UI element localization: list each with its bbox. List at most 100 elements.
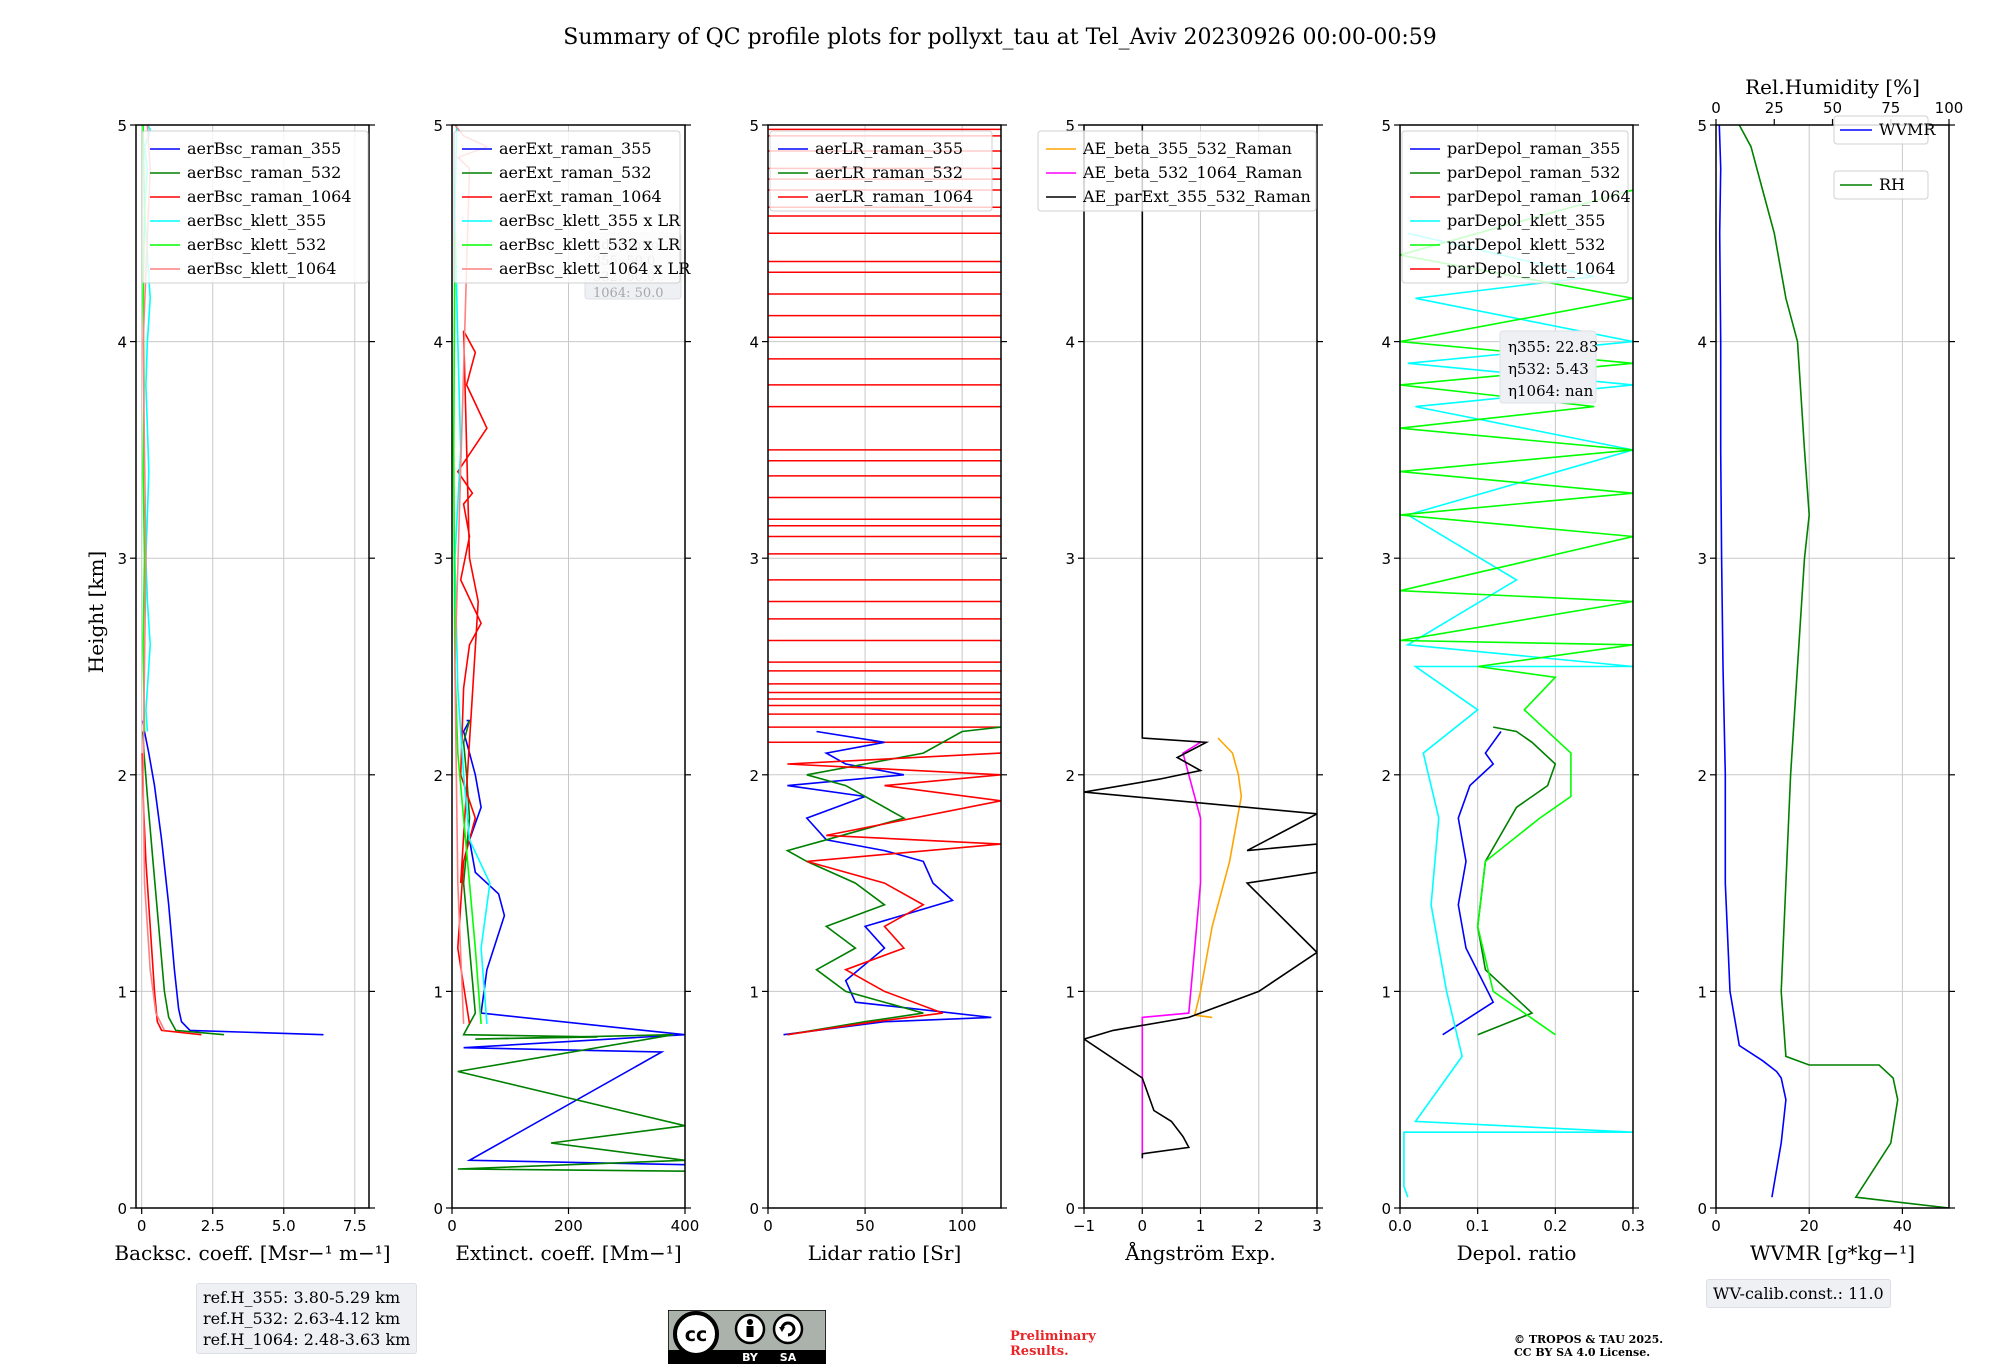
x-axis-label: Extinct. coeff. [Mm−¹] [455, 1241, 681, 1265]
y-tick-label: 1 [749, 983, 759, 1001]
x-tick-label: 0 [763, 1217, 773, 1235]
x2-tick-label: 100 [1935, 99, 1964, 117]
ref-height-532: ref.H_532: 2.63-4.12 km [203, 1309, 401, 1328]
legend-box [769, 130, 993, 212]
series-rh [1738, 125, 1949, 1208]
series-aerext-raman-532 [457, 720, 685, 1172]
legend-box [1037, 130, 1317, 212]
x2-axis-label: Rel.Humidity [%] [1745, 75, 1920, 99]
legend-box [1833, 170, 1929, 200]
series-ae-beta-355-532-raman [1193, 737, 1243, 1019]
legend-label: aerBsc_klett_532 x LR [499, 235, 681, 254]
y-tick-label: 1 [1065, 983, 1075, 1001]
y-tick-label: 5 [1065, 117, 1075, 135]
eta-box-line: η532: 5.43 [1508, 360, 1589, 378]
y-tick-label: 4 [117, 334, 127, 352]
y-tick-label: 3 [1381, 550, 1391, 568]
preliminary-results-note: Preliminary Results. [1010, 1329, 1096, 1359]
legend-label: parDepol_klett_1064 [1447, 259, 1616, 278]
y-tick-label: 1 [1697, 983, 1707, 1001]
x-axis-label: Ångström Exp. [1124, 1240, 1275, 1265]
y-tick-label: 3 [749, 550, 759, 568]
reference-height-box: ref.H_355: 3.80-5.29 km ref.H_532: 2.63-… [196, 1283, 418, 1354]
y-tick-label: 4 [749, 334, 759, 352]
y-tick-label: 3 [1697, 550, 1707, 568]
plot-area [1400, 189, 1633, 1198]
x-tick-label: 0 [1711, 1217, 1721, 1235]
x2-tick-label: 0 [1711, 99, 1721, 117]
y-tick-label: 1 [433, 983, 443, 1001]
x-tick-label: 2 [1254, 1217, 1264, 1235]
series-pardepol-raman-532 [1476, 726, 1557, 1036]
x-tick-label: 200 [554, 1217, 583, 1235]
x-tick-label: 20 [1800, 1217, 1819, 1235]
preliminary-line-2: Results. [1010, 1344, 1069, 1359]
y-axis-label: Height [km] [84, 551, 108, 673]
legend-label: parDepol_klett_355 [1447, 211, 1605, 230]
legend-label: aerExt_raman_532 [499, 163, 652, 182]
x-axis-label: Depol. ratio [1457, 1241, 1577, 1265]
x2-tick-label: 25 [1765, 99, 1784, 117]
y-tick-label: 5 [117, 117, 127, 135]
series-pardepol-klett-355 [1403, 232, 1633, 1198]
x-axis-label: Backsc. coeff. [Msr−¹ m−¹] [114, 1241, 390, 1265]
legend-label: AE_beta_532_1064_Raman [1082, 163, 1302, 182]
legend-label: parDepol_raman_355 [1447, 139, 1620, 158]
legend-label: RH [1879, 175, 1905, 194]
x-tick-label: 3 [1312, 1217, 1322, 1235]
x-tick-label: 0.3 [1621, 1217, 1645, 1235]
series-aerext-raman-355 [462, 719, 685, 1166]
plot-area [1084, 125, 1317, 1159]
x-tick-label: 1 [1196, 1217, 1206, 1235]
legend-label: parDepol_raman_532 [1447, 163, 1620, 182]
x-tick-label: 0.2 [1543, 1217, 1567, 1235]
y-tick-label: 5 [1697, 117, 1707, 135]
plot-area [768, 128, 1001, 1036]
copyright-line-2: CC BY SA 4.0 License. [1514, 1346, 1651, 1359]
x-axis-label: Lidar ratio [Sr] [808, 1241, 962, 1265]
y-tick-label: 2 [433, 767, 443, 785]
legend-label: aerLR_raman_1064 [815, 187, 973, 206]
y-tick-label: 0 [749, 1200, 759, 1218]
legend-box [141, 130, 369, 284]
x-tick-label: 50 [856, 1217, 875, 1235]
x-tick-label: 7.5 [343, 1217, 367, 1235]
legend-box [1833, 115, 1929, 145]
series-aerbsc-raman-355 [142, 720, 324, 1036]
cc-by-sa-logo: cc BY SA [668, 1310, 826, 1364]
figure-title: Summary of QC profile plots for pollyxt_… [563, 25, 1436, 50]
legend-label: AE_parExt_355_532_Raman [1082, 187, 1311, 206]
eta-box [1499, 330, 1597, 404]
legend-label: parDepol_klett_532 [1447, 235, 1605, 254]
legend-label: aerBsc_klett_355 x LR [499, 211, 681, 230]
wv-calib-const: WV-calib.const.: 11.0 [1713, 1284, 1884, 1303]
series-ae-parext-355-532-raman [1084, 125, 1317, 1159]
legend-label: aerBsc_klett_355 [187, 211, 326, 230]
legend-label: aerBsc_klett_1064 x LR [499, 259, 691, 278]
preliminary-line-1: Preliminary [1010, 1329, 1096, 1344]
legend-label: aerBsc_klett_532 [187, 235, 326, 254]
y-tick-label: 2 [1065, 767, 1075, 785]
x-tick-label: 0 [1137, 1217, 1147, 1235]
x-tick-label: 0 [137, 1217, 147, 1235]
y-tick-label: 2 [1697, 767, 1707, 785]
legend-label: aerExt_raman_355 [499, 139, 652, 158]
cc-sa-label: SA [780, 1351, 797, 1364]
plot-area [1718, 125, 1949, 1208]
x-tick-label: 40 [1893, 1217, 1912, 1235]
y-tick-label: 5 [433, 117, 443, 135]
x-tick-label: 0.1 [1466, 1217, 1490, 1235]
x-tick-label: 0 [447, 1217, 457, 1235]
x-tick-label: 2.5 [201, 1217, 225, 1235]
y-tick-label: 0 [1065, 1200, 1075, 1218]
x-tick-label: 5.0 [272, 1217, 296, 1235]
series-aerbsc-raman-532 [142, 731, 225, 1036]
series-aerbsc-klett-532-x-lr [452, 233, 482, 1024]
series-aerext-raman-1064 [456, 330, 488, 1025]
y-tick-label: 1 [1381, 983, 1391, 1001]
legend-label: aerBsc_raman_1064 [187, 187, 352, 206]
ref-height-1064: ref.H_1064: 2.48-3.63 km [203, 1330, 411, 1349]
legend-label: aerBsc_klett_1064 [187, 259, 336, 278]
y-tick-label: 5 [749, 117, 759, 135]
